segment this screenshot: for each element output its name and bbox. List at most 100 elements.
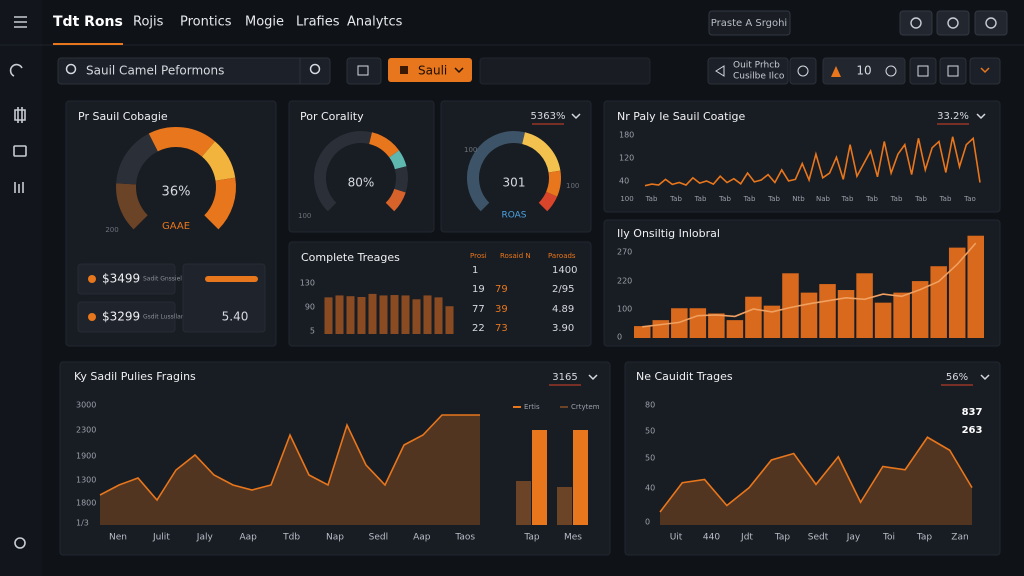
x-tick-label: Tap [774, 533, 791, 543]
tag[interactable]: 3165 [552, 372, 577, 383]
table-cell: 19 [472, 284, 485, 295]
content: Tdt Rons Rojis Prontics Mogie Lrafies Analytc… [53, 10, 1008, 556]
nav-item[interactable]: Lrafies [296, 15, 340, 30]
settings-icon[interactable] [14, 537, 26, 549]
chevron[interactable] [980, 67, 990, 74]
table-cell: 1400 [552, 265, 577, 276]
menu-icon[interactable] [14, 16, 27, 28]
stat-value: $3499 [102, 272, 140, 286]
y-tick-label: 1300 [76, 476, 96, 485]
tag[interactable]: 56% [946, 372, 968, 383]
x-tick-label: Tab [914, 195, 927, 203]
y-tick-label: 130 [300, 279, 315, 288]
brand: Tdt Rons [53, 14, 123, 30]
bar [357, 296, 366, 334]
y-tick-label: 100 [617, 305, 632, 314]
bar [401, 295, 410, 334]
x-tick-label: 440 [703, 533, 720, 543]
y-tick-label: 120 [619, 154, 634, 163]
x-tick-label: Aap [240, 533, 258, 543]
x-tick-label: Julit [152, 533, 170, 543]
bar [708, 313, 725, 338]
active-underline [53, 43, 123, 45]
bar [652, 320, 670, 338]
gauge-segment [538, 191, 558, 212]
chevron[interactable] [454, 67, 464, 74]
x-tick-label: Tab [694, 195, 707, 203]
search-box[interactable] [57, 57, 331, 85]
nav-icon[interactable] [14, 107, 26, 123]
icon-button[interactable] [899, 10, 933, 36]
area [660, 437, 972, 525]
icon-button[interactable] [789, 57, 817, 85]
bar [948, 247, 966, 338]
icon-button[interactable] [974, 10, 1008, 36]
icon-button[interactable] [346, 57, 382, 85]
stat-value: 5.40 [222, 310, 249, 324]
bar [368, 293, 377, 334]
gauge-value: 301 [503, 176, 526, 190]
bar [434, 297, 443, 334]
bar [967, 235, 984, 338]
stat-bar [205, 276, 258, 282]
bar [763, 305, 781, 338]
nav-item[interactable]: Prontics [180, 15, 232, 30]
filter-bar [479, 57, 651, 85]
gauge-segment [385, 188, 406, 212]
table-cell: 3.90 [552, 323, 574, 334]
dropdown[interactable] [388, 58, 472, 82]
x-tick-label: Jay [846, 533, 861, 543]
area [100, 415, 480, 525]
nav-item[interactable]: Rojis [133, 15, 164, 30]
toolbar-group[interactable] [822, 57, 906, 85]
bar [782, 273, 799, 338]
icon-button[interactable] [936, 10, 970, 36]
nav-button[interactable] [708, 10, 791, 36]
table-cell: 79 [495, 284, 508, 295]
y-tick-label: 3000 [76, 401, 96, 410]
search-icon[interactable] [309, 63, 321, 75]
y-tick-label: 1/3 [76, 519, 89, 528]
nav-item[interactable]: Analytcs [347, 15, 403, 30]
nav-icon[interactable] [14, 182, 24, 193]
x-tick-label: Zan [951, 533, 968, 543]
x-tick-label: Tap [916, 533, 933, 543]
panel-title: Complete Treages [301, 251, 400, 264]
icon [400, 66, 408, 74]
x-tick-label: Tab [865, 195, 878, 203]
chevron[interactable] [980, 374, 990, 381]
panel [603, 100, 1001, 213]
chevron[interactable] [588, 374, 598, 381]
x-tick-label: Sedl [369, 533, 388, 543]
x-tick-label: 100 [620, 195, 633, 203]
nav-item[interactable]: Mogie [245, 15, 284, 30]
x-tick-label: Nap [326, 533, 344, 543]
tag[interactable]: 5363% [531, 111, 566, 122]
tag[interactable]: 33.2% [937, 111, 969, 122]
stat-value: $3299 [102, 310, 140, 324]
x-tick-label: Tab [767, 195, 780, 203]
toolbar-button[interactable] [707, 57, 789, 85]
chevron[interactable] [976, 113, 986, 120]
icon-button[interactable] [909, 57, 937, 85]
x-tick-label: Taos [454, 533, 475, 543]
bar [324, 297, 333, 334]
table-header: Paroads [548, 252, 576, 260]
chevron[interactable] [571, 113, 581, 120]
x-tick-label: Tab [718, 195, 731, 203]
icon-button[interactable] [939, 57, 967, 85]
gauge-segment [203, 177, 236, 230]
x-tick-label: Ntb [792, 195, 805, 203]
bar [745, 296, 762, 338]
y-tick-label: 1800 [76, 499, 96, 508]
stat-label: Sadit Gnssiell [143, 276, 184, 283]
x-tick-label: Nab [816, 195, 831, 203]
nav-icon[interactable] [13, 145, 27, 157]
table-cell: 73 [495, 323, 508, 334]
dropdown-label: Sauli [418, 64, 447, 78]
gauge-segment [116, 133, 159, 186]
table-cell: 77 [472, 304, 485, 315]
y-tick-label: 2300 [76, 426, 96, 435]
bar [856, 273, 873, 338]
nav-icon[interactable] [9, 63, 23, 77]
